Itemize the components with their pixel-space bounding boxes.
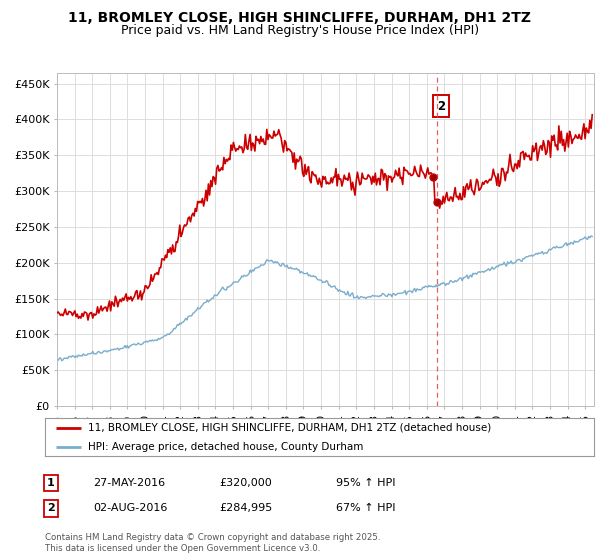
Text: 02-AUG-2016: 02-AUG-2016 — [93, 503, 167, 514]
Text: £284,995: £284,995 — [219, 503, 272, 514]
Text: 2: 2 — [437, 100, 445, 113]
Text: HPI: Average price, detached house, County Durham: HPI: Average price, detached house, Coun… — [88, 442, 363, 452]
Text: 2: 2 — [47, 503, 55, 514]
Text: 1: 1 — [47, 478, 55, 488]
Text: 67% ↑ HPI: 67% ↑ HPI — [336, 503, 395, 514]
Text: Contains HM Land Registry data © Crown copyright and database right 2025.
This d: Contains HM Land Registry data © Crown c… — [45, 533, 380, 553]
Text: £320,000: £320,000 — [219, 478, 272, 488]
Text: Price paid vs. HM Land Registry's House Price Index (HPI): Price paid vs. HM Land Registry's House … — [121, 24, 479, 36]
Text: 11, BROMLEY CLOSE, HIGH SHINCLIFFE, DURHAM, DH1 2TZ (detached house): 11, BROMLEY CLOSE, HIGH SHINCLIFFE, DURH… — [88, 423, 491, 433]
Text: 27-MAY-2016: 27-MAY-2016 — [93, 478, 165, 488]
Text: 95% ↑ HPI: 95% ↑ HPI — [336, 478, 395, 488]
Text: 11, BROMLEY CLOSE, HIGH SHINCLIFFE, DURHAM, DH1 2TZ: 11, BROMLEY CLOSE, HIGH SHINCLIFFE, DURH… — [68, 11, 532, 25]
